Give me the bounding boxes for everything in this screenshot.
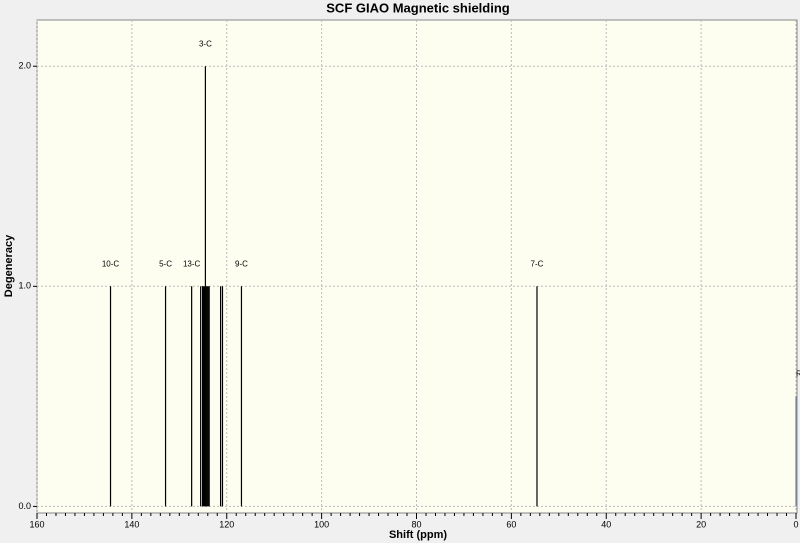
y-axis-label: Degeneracy bbox=[3, 234, 15, 297]
y-tick-label: 1.0 bbox=[18, 281, 31, 291]
peak-label: 3-C bbox=[199, 39, 212, 48]
x-tick-label: 120 bbox=[219, 519, 234, 529]
peak-label: Re bbox=[796, 369, 800, 378]
y-tick-label: 0.0 bbox=[18, 501, 31, 511]
peak-label: 7-C bbox=[531, 259, 544, 268]
x-tick-label: 160 bbox=[29, 519, 44, 529]
x-tick-label: 20 bbox=[696, 519, 706, 529]
x-tick-label: 0 bbox=[793, 519, 798, 529]
x-tick-label: 60 bbox=[506, 519, 516, 529]
x-tick-label: 80 bbox=[411, 519, 421, 529]
peak-label: 9-C bbox=[235, 259, 248, 268]
x-tick-label: 100 bbox=[314, 519, 329, 529]
peak-label: 5-C bbox=[159, 259, 172, 268]
y-tick-label: 2.0 bbox=[18, 61, 31, 71]
x-tick-label: 140 bbox=[124, 519, 139, 529]
x-axis-label: Shift (ppm) bbox=[389, 529, 447, 541]
peak-label: 10-C bbox=[102, 259, 120, 268]
plot-area bbox=[36, 19, 798, 514]
x-tick-label: 40 bbox=[601, 519, 611, 529]
peak-label: 13-C bbox=[183, 259, 201, 268]
chart-title: SCF GIAO Magnetic shielding bbox=[326, 0, 510, 15]
